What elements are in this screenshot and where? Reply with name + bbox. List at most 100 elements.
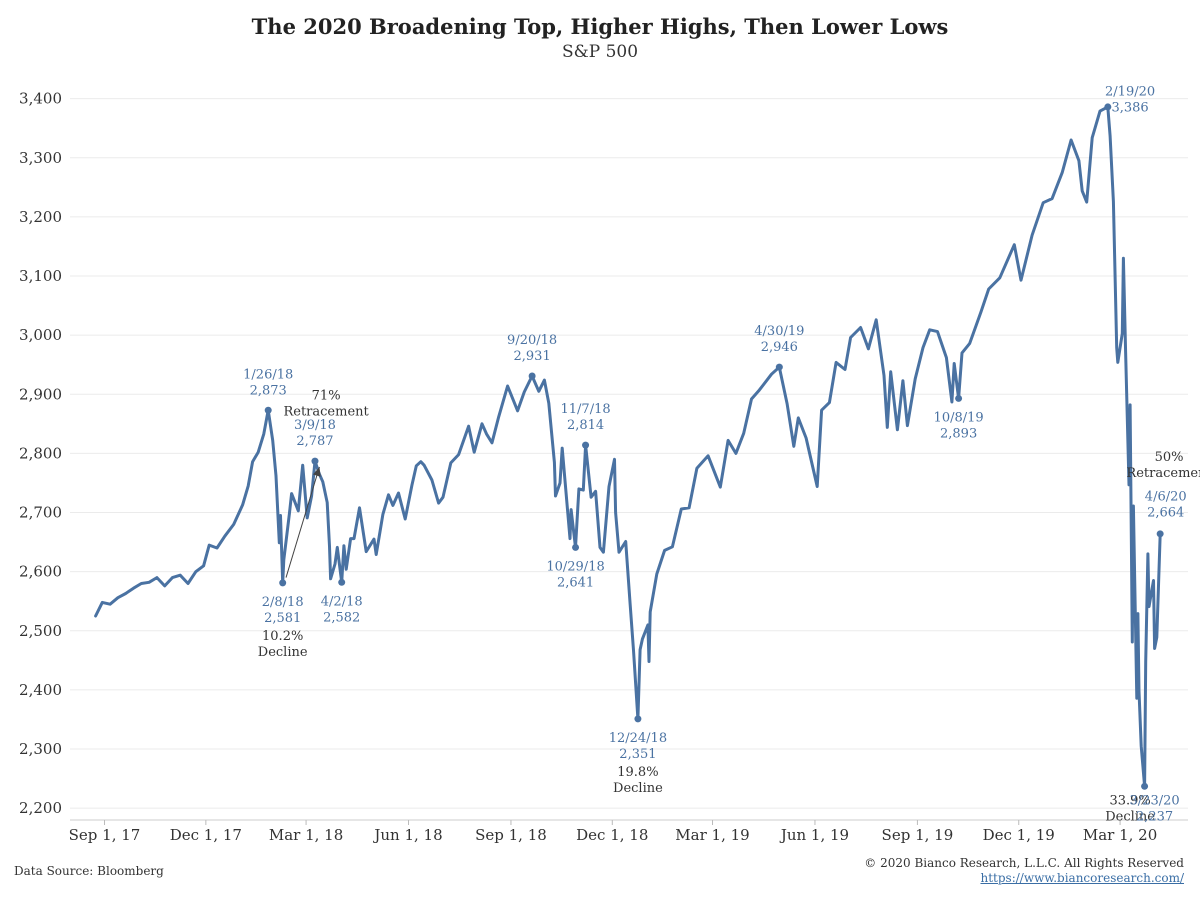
annotation-line: Decline [258,645,308,660]
y-tick-label: 2,700 [19,504,62,522]
series-line [94,105,1162,788]
annotation-line: 4/2/18 [321,594,363,609]
x-tick-label: Dec 1, 18 [576,826,648,844]
annotation-line: 2,581 [264,611,301,626]
point-markers [264,103,1164,790]
annotation-label: 3/9/18 2,787 [294,418,336,449]
annotation-line: 33.9% [1109,793,1150,808]
y-tick-label: 3,400 [19,90,62,108]
highlight-point-marker [279,579,287,587]
annotation-label: 4/2/18 2,582 [321,594,363,625]
highlight-point-marker [1104,103,1112,111]
annotation-line: 2,351 [619,747,656,762]
y-tick-label: 2,200 [19,799,62,817]
annotation-line: 4/30/19 [754,324,804,339]
data-source-note: Data Source: Bloomberg [14,864,164,878]
annotation-line: Retracement [1126,466,1200,481]
annotation-line: 11/7/18 [561,402,611,417]
annotation-line: 12/24/18 [609,731,667,746]
annotation-label: 19.8% Decline [613,765,663,796]
annotation-label: 1/26/18 2,873 [243,367,293,398]
x-tick-label: Mar 1, 20 [1083,826,1157,844]
annotation-label: 12/24/18 2,351 [609,731,667,762]
sp500-series-line [94,105,1162,788]
y-tick-label: 3,100 [19,267,62,285]
y-tick-label: 2,800 [19,444,62,462]
annotation-label: 11/7/18 2,814 [561,402,611,433]
highlight-point-marker [572,543,580,551]
annotation-line: 10.2% [262,629,303,644]
annotation-line: 71% [312,388,341,403]
highlight-point-marker [528,372,536,380]
annotation-line: 4/6/20 [1145,489,1187,504]
x-tick-label: Dec 1, 19 [983,826,1055,844]
annotation-line: 2,664 [1147,505,1184,520]
annotation-line: Retracement [283,404,369,419]
highlight-point-marker [338,578,346,586]
x-tick-label: Jun 1, 18 [372,826,442,844]
annotation-line: 2,237 [1136,809,1173,824]
x-tick-label: Jun 1, 19 [779,826,849,844]
annotation-line: 2/8/18 [262,595,304,610]
annotation-line: 2,893 [940,426,977,441]
annotation-label: 33.9% Decline [1105,793,1155,824]
x-tick-label: Sep 1, 19 [882,826,954,844]
annotation-line: 19.8% [617,765,658,780]
annotation-line: 10/8/19 [934,410,984,425]
annotation-label: 9/20/18 2,931 [507,333,557,364]
annotation-line: 9/20/18 [507,333,557,348]
annotation-label: 71% Retracement [283,388,369,419]
chart-subtitle: S&P 500 [561,42,639,62]
x-tick-label: Sep 1, 18 [475,826,547,844]
annotation-line: 50% [1155,450,1184,465]
x-tick-label: Mar 1, 18 [269,826,343,844]
annotation-line: 2,873 [250,383,287,398]
y-tick-label: 3,300 [19,149,62,167]
annotation-line: Decline [1105,809,1155,824]
annotation-line: 3/23/20 [1130,793,1180,808]
annotation-line: 2,641 [557,575,594,590]
x-tick-label: Mar 1, 19 [675,826,749,844]
highlight-point-marker [311,457,319,465]
annotation-label: 10.2% Decline [258,629,308,660]
axes: 2,200 2,300 2,400 2,500 2,600 2,700 2,800 2,900… [19,90,1188,844]
copyright-note: © 2020 Bianco Research, L.L.C. All Right… [864,856,1184,870]
annotation-line: 1/26/18 [243,367,293,382]
grid-lines [70,98,1188,809]
annotation-line: Decline [613,781,663,796]
annotation-label: 10/29/18 2,641 [546,559,604,590]
highlight-point-marker [264,406,272,414]
y-tick-label: 2,900 [19,385,62,403]
x-tick-label: Sep 1, 17 [69,826,141,844]
highlight-point-marker [955,394,963,402]
annotation-label: 4/6/20 2,664 [1145,489,1187,520]
annotation-line: 3,386 [1111,100,1148,115]
retracement-arrow-head [313,467,321,477]
highlight-point-marker [582,441,590,449]
highlight-point-marker [1156,530,1164,538]
annotation-label: 3/23/20 2,237 [1130,793,1180,824]
y-tick-label: 2,600 [19,563,62,581]
annotation-label: 10/8/19 2,893 [934,410,984,441]
highlight-point-marker [775,363,783,371]
website-link[interactable]: https://www.biancoresearch.com/ [980,871,1184,885]
y-tick-label: 2,300 [19,740,62,758]
annotation-line: 2/19/20 [1105,84,1155,99]
annotation-line: 3/9/18 [294,418,336,433]
highlight-point-marker [634,715,642,723]
highlight-point-marker [1141,782,1149,790]
y-tick-label: 3,000 [19,326,62,344]
annotation-line: 2,814 [567,418,604,433]
x-tick-label: Dec 1, 17 [170,826,242,844]
annotation-line: 2,582 [323,610,360,625]
annotation-line: 2,787 [296,434,333,449]
annotation-label: 50%Retracement [1126,450,1200,481]
y-tick-label: 2,400 [19,681,62,699]
y-tick-label: 2,500 [19,622,62,640]
y-tick-label: 3,200 [19,208,62,226]
annotation-label: 2/8/18 2,581 [262,595,304,626]
annotation-label: 4/30/19 2,946 [754,324,804,355]
annotation-line: 2,931 [514,349,551,364]
